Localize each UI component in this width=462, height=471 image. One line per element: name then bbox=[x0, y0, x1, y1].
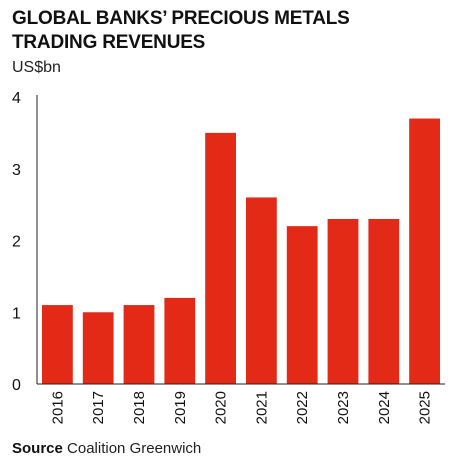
x-tick-label: 2023 bbox=[335, 391, 352, 424]
chart-title-line-1: GLOBAL BANKS’ PRECIOUS METALS bbox=[12, 8, 350, 29]
bar-2025 bbox=[409, 118, 441, 385]
y-tick-label: 4 bbox=[12, 90, 21, 107]
bar-2018 bbox=[123, 305, 155, 384]
y-tick-label: 1 bbox=[12, 305, 21, 322]
bar-2020 bbox=[205, 132, 237, 384]
source-label: Source bbox=[12, 440, 63, 457]
bar-2022 bbox=[286, 226, 318, 384]
x-tick-label: 2019 bbox=[172, 391, 189, 424]
bar-2021 bbox=[245, 197, 277, 384]
x-tick-label: 2020 bbox=[213, 391, 230, 424]
source-text: Coalition Greenwich bbox=[67, 440, 202, 457]
bar-2017 bbox=[82, 312, 114, 384]
bar-2024 bbox=[368, 218, 400, 384]
x-tick-label: 2021 bbox=[253, 391, 270, 424]
y-tick-label: 0 bbox=[12, 377, 21, 394]
y-tick-label: 2 bbox=[12, 234, 21, 251]
x-tick-label: 2018 bbox=[131, 391, 148, 424]
bar-2016 bbox=[41, 305, 73, 384]
y-tick-label: 3 bbox=[12, 162, 21, 179]
x-tick-label: 2024 bbox=[376, 391, 393, 424]
bar-2019 bbox=[164, 297, 196, 384]
x-tick-label: 2022 bbox=[294, 391, 311, 424]
x-tick-label: 2016 bbox=[49, 391, 66, 424]
x-tick-label: 2025 bbox=[417, 391, 434, 424]
source-note: Source Coalition Greenwich bbox=[12, 440, 201, 458]
chart-title: GLOBAL BANKS’ PRECIOUS METALS TRADING RE… bbox=[12, 7, 452, 55]
chart-title-line-2: TRADING REVENUES bbox=[12, 32, 206, 53]
unit-label: US$bn bbox=[12, 59, 61, 76]
bar-2023 bbox=[327, 218, 359, 384]
x-tick-label: 2017 bbox=[90, 391, 107, 424]
